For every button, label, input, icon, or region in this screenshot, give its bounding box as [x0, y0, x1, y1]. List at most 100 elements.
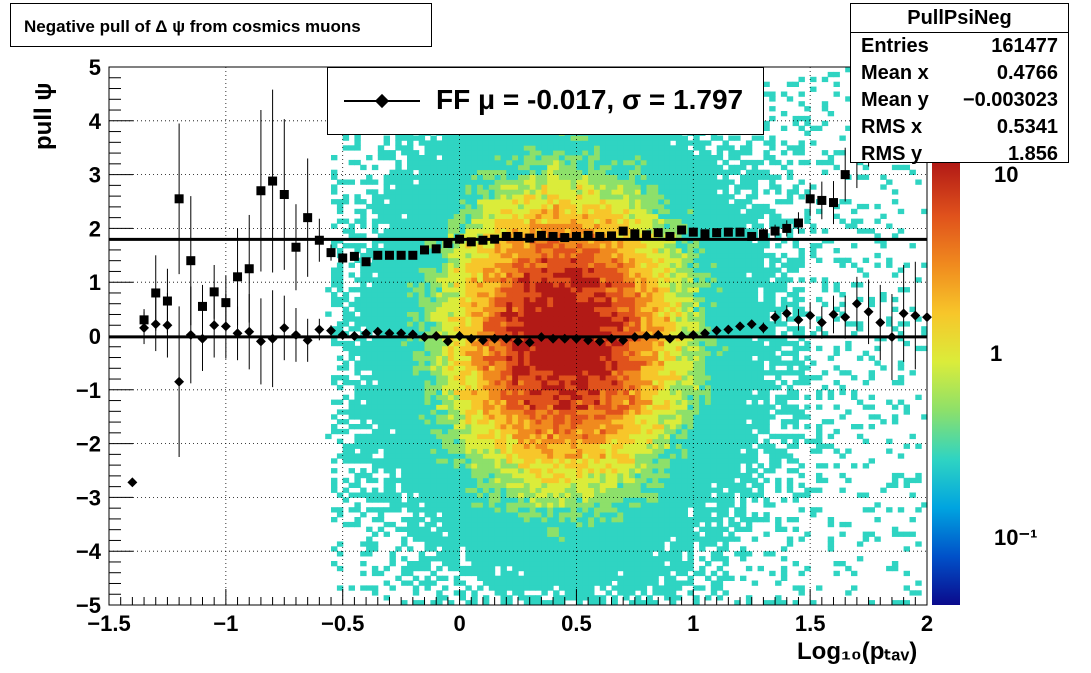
heatmap-cell — [576, 458, 583, 464]
heatmap-cell — [640, 301, 648, 308]
heatmap-cell — [570, 150, 577, 156]
heatmap-cell — [442, 502, 449, 508]
heatmap-cell — [401, 463, 408, 469]
heatmap-cell — [436, 350, 443, 356]
heatmap-cell — [447, 404, 455, 410]
heatmap-cell — [605, 419, 612, 425]
heatmap-cell — [471, 463, 478, 469]
heatmap-cell — [418, 179, 426, 185]
heatmap-cell — [418, 184, 426, 190]
heatmap-cell — [500, 199, 507, 205]
heatmap-cell — [529, 331, 537, 337]
heatmap-cell — [576, 507, 583, 513]
heatmap-cell — [588, 526, 595, 532]
heatmap-cell — [436, 140, 443, 146]
heatmap-cell — [594, 355, 601, 361]
heatmap-cell — [471, 340, 478, 347]
heatmap-cell — [477, 203, 484, 210]
heatmap-cell — [605, 526, 612, 532]
heatmap-cell — [611, 512, 618, 518]
heatmap-cell — [570, 287, 577, 293]
heatmap-cell — [471, 203, 478, 210]
heatmap-cell — [553, 551, 560, 557]
heatmap-cell — [354, 521, 361, 528]
heatmap-cell — [401, 482, 408, 488]
heatmap-cell — [366, 443, 373, 449]
heatmap-cell — [629, 517, 636, 523]
heatmap-cell — [430, 292, 437, 298]
heatmap-cell — [459, 174, 466, 180]
heatmap-cell — [436, 389, 443, 396]
heatmap-cell — [395, 267, 402, 273]
heatmap-cell — [488, 384, 496, 391]
heatmap-cell — [529, 370, 537, 376]
heatmap-cell — [377, 428, 385, 435]
heatmap-cell — [465, 424, 472, 430]
heatmap-cell — [588, 262, 595, 268]
heatmap-cell — [418, 536, 426, 542]
heatmap-cell — [401, 233, 408, 239]
heatmap-cell — [634, 575, 642, 581]
heatmap-cell — [500, 150, 507, 156]
heatmap-cell — [348, 301, 355, 308]
heatmap-cell — [634, 453, 642, 459]
heatmap-cell — [535, 463, 542, 469]
heatmap-cell — [535, 365, 542, 371]
heatmap-cell — [331, 546, 338, 552]
heatmap-cell — [494, 448, 501, 454]
heatmap-cell — [471, 409, 478, 415]
heatmap-cell — [558, 345, 566, 352]
heatmap-cell — [529, 184, 537, 190]
heatmap-cell — [582, 199, 589, 205]
heatmap-cell — [529, 380, 537, 386]
heatmap-cell — [541, 433, 548, 440]
heatmap-cell — [564, 575, 572, 581]
heatmap-cell — [383, 399, 390, 405]
heatmap-cell — [401, 208, 408, 215]
heatmap-cell — [518, 311, 525, 317]
heatmap-cell — [407, 218, 414, 224]
heatmap-cell — [401, 223, 408, 229]
heatmap-cell — [512, 419, 519, 425]
heatmap-cell — [442, 546, 449, 552]
heatmap-cell — [465, 536, 472, 542]
heatmap-cell — [436, 482, 443, 488]
heatmap-cell — [412, 262, 420, 268]
heatmap-cell — [412, 575, 420, 581]
heatmap-cell — [535, 370, 542, 376]
heatmap-cell — [599, 384, 607, 391]
heatmap-cell — [594, 218, 601, 224]
heatmap-cell — [371, 223, 379, 229]
heatmap-cell — [558, 463, 566, 469]
heatmap-cell — [500, 213, 507, 219]
heatmap-cell — [518, 301, 525, 308]
heatmap-cell — [640, 252, 648, 259]
heatmap-cell — [500, 556, 507, 562]
heatmap-cell — [453, 311, 461, 317]
heatmap-cell — [640, 438, 648, 444]
heatmap-cell — [488, 463, 496, 469]
heatmap-cell — [576, 213, 583, 219]
heatmap-cell — [447, 428, 455, 435]
heatmap-cell — [605, 287, 612, 293]
heatmap-cell — [570, 203, 577, 210]
heatmap-cell — [471, 526, 478, 532]
heatmap-cell — [599, 262, 607, 268]
heatmap-cell — [453, 340, 461, 347]
heatmap-cell — [471, 502, 478, 508]
heatmap-cell — [477, 331, 484, 337]
heatmap-cell — [518, 292, 525, 298]
heatmap-cell — [430, 394, 437, 400]
heatmap-cell — [465, 306, 472, 312]
heatmap-cell — [529, 375, 537, 381]
heatmap-cell — [588, 424, 595, 430]
heatmap-cell — [354, 453, 361, 459]
heatmap-cell — [442, 355, 449, 361]
heatmap-cell — [512, 399, 519, 405]
heatmap-cell — [442, 164, 449, 171]
heatmap-cell — [605, 424, 612, 430]
heatmap-cell — [576, 585, 583, 591]
heatmap-cell — [424, 267, 431, 273]
heatmap-cell — [459, 370, 466, 376]
heatmap-cell — [331, 331, 338, 337]
